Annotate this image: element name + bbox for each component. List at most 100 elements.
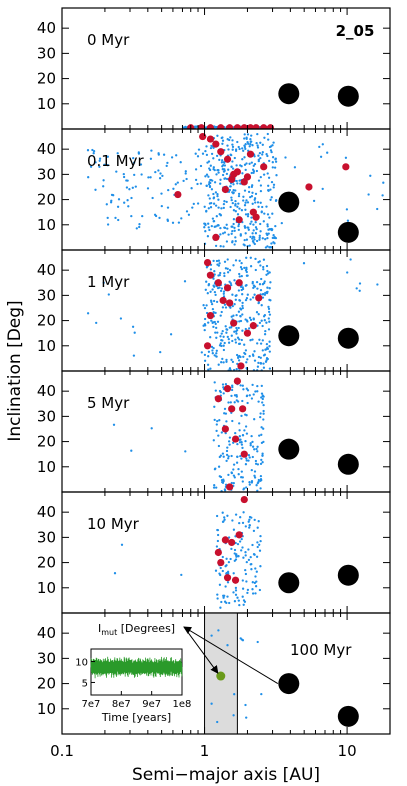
small-body-point bbox=[265, 359, 268, 362]
small-body-point bbox=[261, 293, 264, 296]
small-body-point bbox=[227, 455, 230, 458]
small-body-point bbox=[251, 383, 254, 387]
small-body-point bbox=[214, 191, 218, 194]
small-body-point bbox=[262, 362, 265, 365]
small-body-point bbox=[261, 397, 264, 401]
small-body-point bbox=[218, 262, 221, 265]
small-body-point bbox=[238, 147, 241, 151]
small-body-point bbox=[157, 169, 160, 172]
small-body-point bbox=[205, 209, 208, 213]
small-body-point bbox=[237, 310, 241, 313]
small-body-point bbox=[251, 168, 255, 171]
small-body-point bbox=[150, 427, 153, 430]
small-body-point bbox=[116, 152, 119, 155]
small-body-point bbox=[219, 342, 222, 345]
small-body-point bbox=[261, 205, 264, 209]
small-body-point bbox=[208, 197, 211, 200]
small-body-point bbox=[212, 259, 215, 263]
small-body-point bbox=[227, 457, 230, 460]
small-body-point bbox=[264, 348, 267, 351]
small-body-point bbox=[259, 222, 262, 226]
small-body-point bbox=[260, 319, 263, 322]
small-body-point bbox=[239, 454, 242, 458]
small-body-point bbox=[209, 146, 213, 150]
small-body-point bbox=[133, 331, 136, 334]
small-body-point bbox=[235, 368, 238, 371]
small-body-point bbox=[219, 178, 222, 181]
y-tick-label: 30 bbox=[37, 407, 56, 425]
small-body-point bbox=[270, 196, 273, 199]
small-body-point bbox=[251, 440, 254, 444]
small-body-point bbox=[161, 174, 164, 178]
small-body-point bbox=[261, 283, 265, 286]
small-body-point bbox=[269, 198, 272, 201]
small-body-point bbox=[166, 218, 169, 221]
small-body-point bbox=[215, 215, 218, 218]
small-body-point bbox=[221, 357, 224, 361]
small-body-point bbox=[254, 226, 258, 229]
small-body-point bbox=[261, 394, 265, 397]
small-body-point bbox=[257, 159, 260, 163]
small-body-point bbox=[207, 368, 210, 371]
giant-planet-1 bbox=[337, 221, 359, 243]
small-body-point bbox=[270, 242, 273, 245]
embryo-point bbox=[206, 311, 215, 320]
small-body-point bbox=[274, 224, 277, 228]
y-tick-label: 10 bbox=[37, 579, 56, 597]
arrow-to-body bbox=[183, 626, 219, 674]
giant-planet-1 bbox=[337, 327, 359, 349]
small-body-point bbox=[206, 292, 209, 295]
small-body-point bbox=[236, 213, 240, 216]
small-body-point bbox=[248, 524, 251, 527]
small-body-point bbox=[215, 486, 218, 489]
small-body-point bbox=[196, 182, 199, 186]
small-body-point bbox=[248, 327, 251, 330]
giant-planet-1 bbox=[337, 453, 359, 475]
small-body-point bbox=[209, 178, 213, 182]
small-body-point bbox=[252, 393, 255, 396]
small-body-point bbox=[221, 173, 225, 177]
small-body-point bbox=[219, 233, 222, 236]
small-body-point bbox=[238, 435, 241, 438]
small-body-point bbox=[250, 468, 253, 472]
small-body-point bbox=[256, 365, 260, 368]
small-body-point bbox=[249, 318, 253, 322]
panel-points bbox=[113, 495, 359, 609]
small-body-point bbox=[239, 266, 243, 269]
inset-x-tick-label: 1e8 bbox=[173, 699, 192, 710]
small-body-point bbox=[213, 354, 216, 357]
small-body-point bbox=[231, 139, 234, 142]
small-body-point bbox=[258, 338, 261, 341]
small-body-point bbox=[258, 236, 261, 239]
small-body-point bbox=[261, 461, 264, 464]
small-body-point bbox=[263, 212, 266, 215]
small-body-point bbox=[233, 548, 237, 552]
small-body-point bbox=[244, 147, 247, 151]
small-body-point bbox=[244, 525, 247, 528]
small-body-point bbox=[349, 258, 352, 261]
small-body-point bbox=[170, 156, 174, 159]
small-body-point bbox=[265, 205, 268, 208]
small-body-point bbox=[207, 175, 210, 178]
small-body-point bbox=[274, 160, 278, 163]
small-body-point bbox=[345, 208, 349, 211]
small-body-point bbox=[235, 313, 238, 317]
small-body-point bbox=[241, 147, 244, 150]
small-body-point bbox=[242, 243, 245, 246]
small-body-point bbox=[235, 326, 238, 330]
small-body-point bbox=[222, 292, 225, 295]
small-body-point bbox=[262, 403, 265, 407]
small-body-point bbox=[246, 588, 250, 592]
small-body-point bbox=[253, 285, 257, 288]
small-body-point bbox=[249, 195, 252, 199]
embryo-point bbox=[305, 183, 313, 191]
small-body-point bbox=[220, 479, 224, 482]
embryo-point bbox=[237, 362, 245, 370]
small-body-point bbox=[253, 476, 257, 479]
small-body-point bbox=[222, 392, 225, 395]
small-body-point bbox=[92, 152, 95, 155]
small-body-point bbox=[262, 418, 265, 421]
embryo-point bbox=[217, 124, 225, 129]
small-body-point bbox=[259, 361, 262, 365]
embryo-point bbox=[219, 296, 227, 305]
